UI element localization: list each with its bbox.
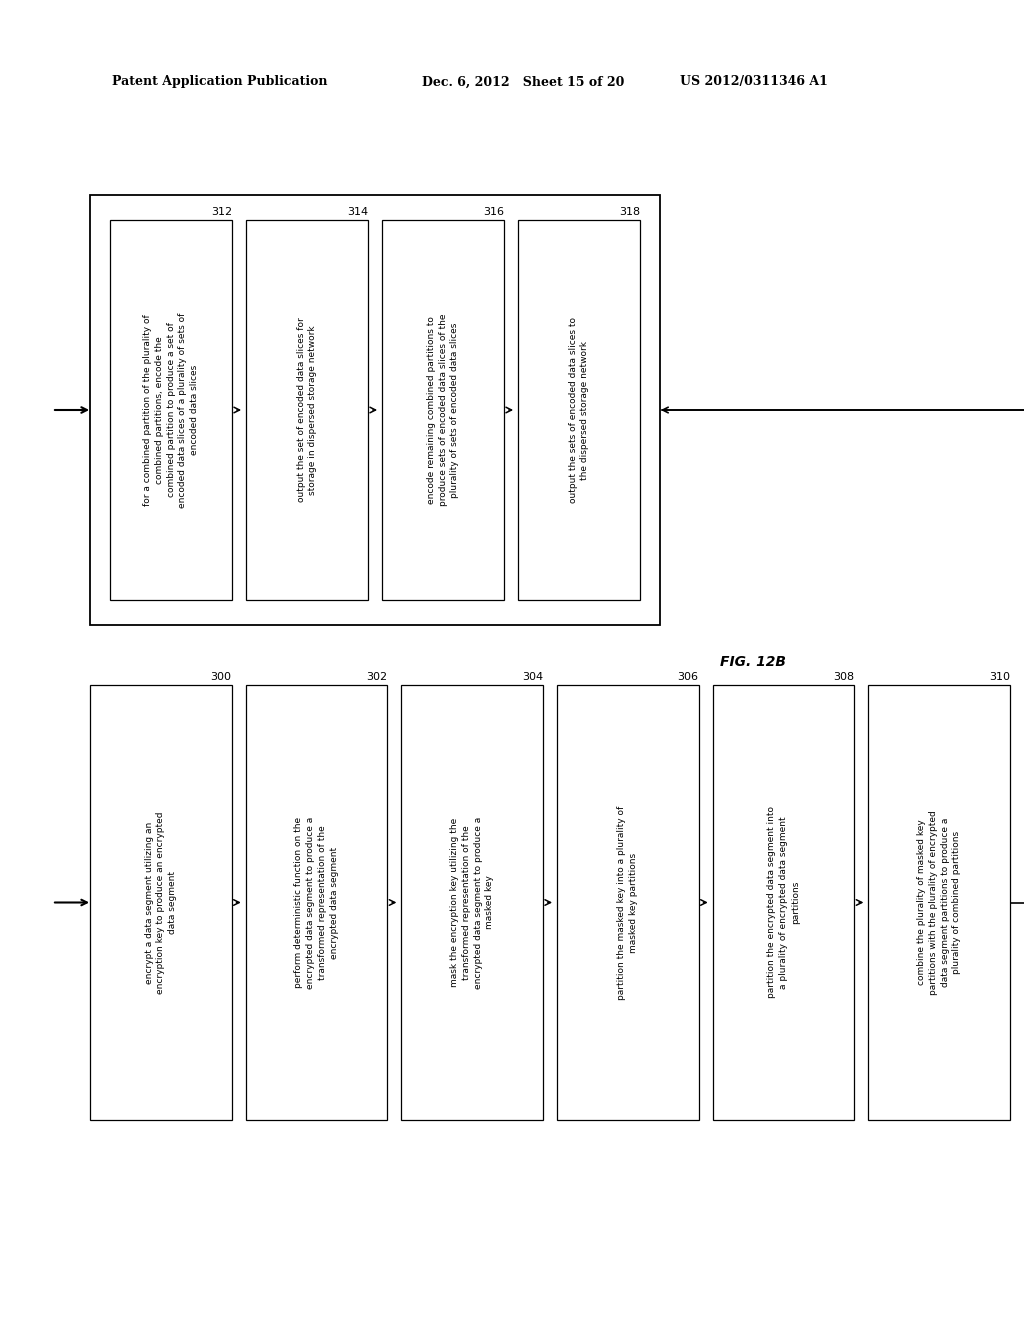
Text: 300: 300 xyxy=(211,672,231,682)
Text: partition the encrypted data segment into
a plurality of encrypted data segment
: partition the encrypted data segment int… xyxy=(767,807,800,998)
Text: partition the masked key into a plurality of
masked key partitions: partition the masked key into a pluralit… xyxy=(617,805,638,999)
Text: 302: 302 xyxy=(367,672,387,682)
Bar xyxy=(382,220,504,601)
Bar xyxy=(713,685,854,1119)
Text: perform deterministic function on the
encrypted data segment to produce a
transf: perform deterministic function on the en… xyxy=(294,816,339,989)
Text: output the set of encoded data slices for
storage in dispersed storage network: output the set of encoded data slices fo… xyxy=(297,318,317,503)
Text: output the sets of encoded data slices to
the dispersed storage network: output the sets of encoded data slices t… xyxy=(568,317,590,503)
Bar xyxy=(518,220,640,601)
Text: 314: 314 xyxy=(347,207,368,216)
Text: encrypt a data segment utilizing an
encryption key to produce an encrypted
data : encrypt a data segment utilizing an encr… xyxy=(144,812,177,994)
Text: 310: 310 xyxy=(989,672,1010,682)
Text: Dec. 6, 2012   Sheet 15 of 20: Dec. 6, 2012 Sheet 15 of 20 xyxy=(422,75,625,88)
Text: Patent Application Publication: Patent Application Publication xyxy=(112,75,328,88)
Text: combine the plurality of masked key
partitions with the plurality of encrypted
d: combine the plurality of masked key part… xyxy=(916,810,962,995)
Text: FIG. 12B: FIG. 12B xyxy=(720,655,786,669)
Bar xyxy=(246,220,368,601)
Text: 316: 316 xyxy=(483,207,504,216)
Bar xyxy=(401,685,543,1119)
Bar xyxy=(110,220,232,601)
Text: for a combined partition of the plurality of
combined partitions, encode the
com: for a combined partition of the pluralit… xyxy=(143,313,199,508)
Bar xyxy=(90,195,660,624)
Text: US 2012/0311346 A1: US 2012/0311346 A1 xyxy=(680,75,827,88)
Text: 304: 304 xyxy=(522,672,543,682)
Text: 318: 318 xyxy=(618,207,640,216)
Text: mask the encryption key utilizing the
transformed representation of the
encrypte: mask the encryption key utilizing the tr… xyxy=(450,816,495,989)
Bar xyxy=(246,685,387,1119)
Bar xyxy=(868,685,1010,1119)
Text: 308: 308 xyxy=(834,672,854,682)
Bar xyxy=(90,685,231,1119)
Text: encode remaining combined partitions to
produce sets of encoded data slices of t: encode remaining combined partitions to … xyxy=(427,314,460,507)
Text: 312: 312 xyxy=(211,207,232,216)
Bar xyxy=(557,685,698,1119)
Text: 306: 306 xyxy=(678,672,698,682)
